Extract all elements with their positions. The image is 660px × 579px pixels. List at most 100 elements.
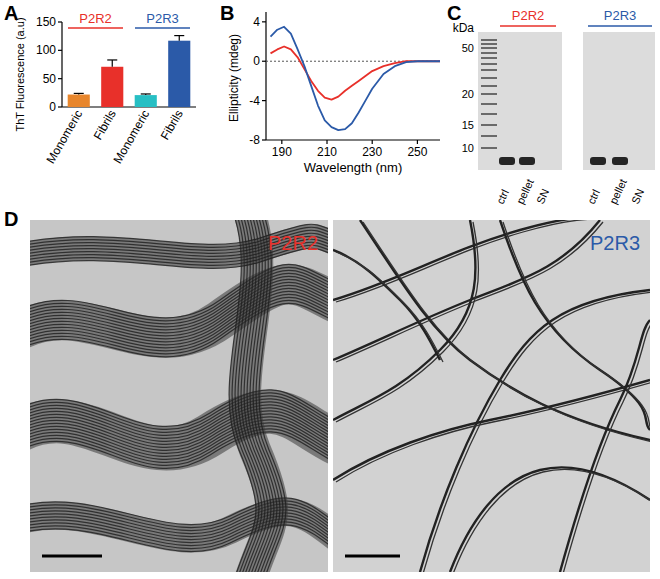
ladder-band	[481, 124, 497, 126]
fibril	[235, 220, 262, 572]
header-line	[588, 25, 652, 27]
fibril	[30, 432, 328, 469]
y-tick	[58, 106, 62, 107]
fibril	[256, 220, 283, 572]
ladder-band	[481, 39, 497, 41]
group-line	[135, 27, 190, 29]
fibril	[503, 222, 650, 432]
fibril	[229, 220, 256, 572]
bar	[135, 95, 157, 107]
lane-label: SN	[629, 187, 646, 206]
panel-label: D	[4, 208, 18, 230]
error-bar	[141, 94, 151, 95]
fibril	[244, 220, 271, 572]
category-label: Fibrils	[91, 108, 119, 143]
marker-label: 15	[462, 119, 474, 131]
group-label: P2R2	[79, 11, 112, 26]
marker-label: 10	[462, 142, 474, 154]
protein-band	[519, 157, 535, 165]
y-tick	[58, 78, 62, 79]
error-cap	[141, 93, 151, 94]
category-label: Fibrils	[158, 108, 186, 143]
error-bar	[107, 60, 117, 67]
micrograph	[30, 220, 328, 572]
bar	[101, 67, 123, 107]
y-tick	[262, 100, 266, 101]
fibril	[247, 220, 274, 572]
protein-band	[499, 157, 515, 165]
lane-label: pellet	[607, 177, 629, 206]
x-tick	[281, 140, 282, 144]
gel-header: P2R3	[604, 8, 637, 23]
fibril	[238, 220, 265, 572]
category-label: Monomeric	[111, 108, 153, 166]
fibril	[336, 222, 479, 422]
y-tick-label: -8	[249, 133, 260, 147]
y-tick-label: 0	[49, 100, 56, 114]
fibril	[250, 220, 277, 572]
ladder-band	[481, 47, 497, 49]
lane-label: ctrl	[494, 187, 511, 205]
marker-label: 50	[462, 42, 474, 54]
lane-label: SN	[534, 187, 551, 206]
x-tick	[417, 140, 418, 144]
line	[271, 27, 440, 130]
fibril	[336, 222, 603, 362]
gel-image	[583, 32, 655, 170]
error-cap	[174, 35, 184, 36]
bars	[68, 36, 191, 107]
lane-label: ctrl	[585, 187, 602, 205]
gel-panel: kDa50201510P2R2ctrlpelletSNP2R3ctrlpelle…	[453, 8, 655, 206]
fibril	[453, 469, 650, 572]
fibril	[333, 220, 476, 420]
bar-chart: 050100150ThT Fluorescence (a.u)Monomeric…	[14, 11, 196, 166]
ladder-band	[481, 135, 497, 137]
y-tick	[58, 50, 62, 51]
fibril	[563, 322, 650, 572]
ladder-band	[481, 57, 497, 59]
y-axis-label: Ellipticity (mdeg)	[227, 34, 241, 122]
micrograph	[333, 220, 650, 572]
ladder-band	[481, 43, 497, 45]
x-tick-label: 210	[317, 145, 337, 159]
fibril	[30, 297, 328, 350]
lines	[271, 27, 440, 130]
gel-image	[478, 32, 562, 170]
marker-label: 20	[462, 88, 474, 100]
y-tick	[58, 21, 62, 22]
micrograph-panel: P2R2P2R3	[20, 215, 653, 579]
fibril	[333, 220, 650, 300]
x-tick-label: 190	[272, 145, 292, 159]
scale-bar	[345, 555, 400, 558]
bar	[168, 41, 190, 107]
scale-bar	[42, 555, 102, 558]
error-cap	[107, 59, 117, 60]
error-line	[179, 36, 180, 41]
panel-label: B	[220, 2, 234, 24]
fibril	[333, 220, 600, 360]
fibril	[333, 250, 440, 360]
figure: ABCD050100150ThT Fluorescence (a.u)Monom…	[0, 0, 660, 579]
x-axis	[266, 139, 440, 140]
error-bar	[74, 93, 84, 94]
fibril	[30, 303, 328, 356]
fibril	[30, 300, 328, 353]
y-tick	[262, 21, 266, 22]
y-tick-label: -4	[249, 94, 260, 108]
error-line	[112, 60, 113, 67]
y-tick	[262, 139, 266, 140]
protein-band	[590, 157, 606, 165]
y-tick-label: 4	[253, 15, 260, 29]
group-line	[68, 27, 123, 29]
y-tick-label: 150	[36, 15, 56, 29]
x-tick-label: 250	[407, 145, 427, 159]
error-bar	[174, 36, 184, 41]
ladder-band	[481, 63, 497, 65]
fibril	[336, 252, 443, 362]
x-tick	[372, 140, 373, 144]
ladder-band	[481, 52, 497, 54]
line	[271, 46, 440, 99]
ladder-band	[481, 113, 497, 115]
lane-label: pellet	[514, 177, 536, 206]
group-label: P2R3	[146, 11, 179, 26]
